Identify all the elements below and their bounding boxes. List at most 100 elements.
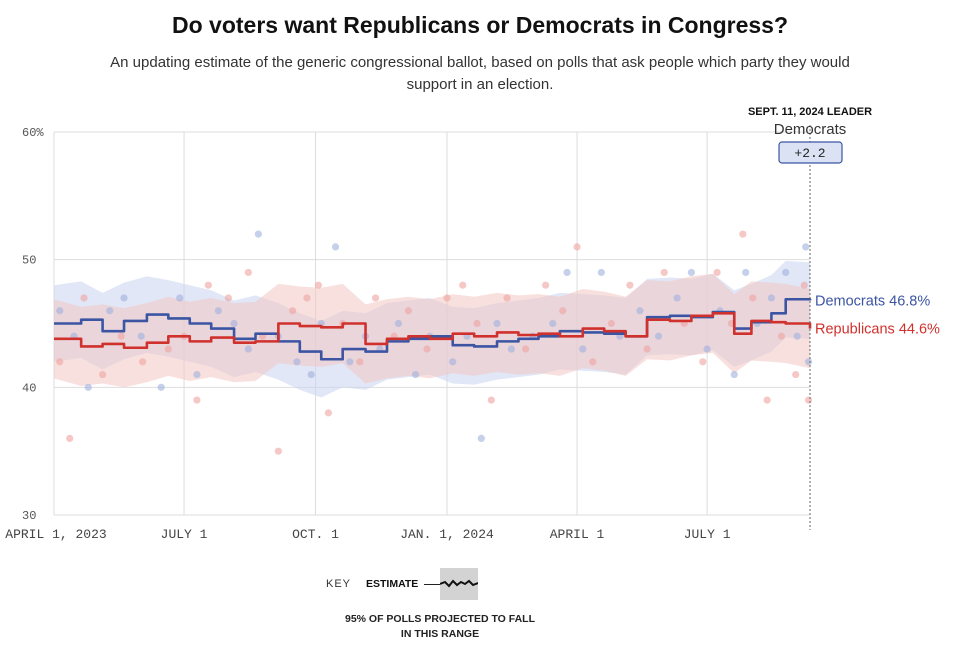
poll-dot-dem bbox=[636, 307, 644, 315]
poll-dot-rep bbox=[607, 319, 615, 328]
poll-dot-rep bbox=[589, 358, 597, 366]
key-label: KEY bbox=[326, 578, 352, 590]
poll-dot-rep bbox=[204, 281, 212, 289]
poll-dot-dem bbox=[230, 319, 238, 328]
key-estimate-label: ESTIMATE bbox=[366, 578, 419, 590]
poll-dot-dem bbox=[687, 268, 695, 277]
poll-dot-dem bbox=[507, 345, 515, 353]
poll-dot-rep bbox=[699, 358, 707, 366]
poll-dot-dem bbox=[244, 345, 252, 353]
poll-dot-rep bbox=[473, 319, 481, 328]
x-tick-label: JULY 1 bbox=[161, 527, 208, 542]
poll-dot-rep bbox=[356, 358, 364, 366]
poll-dot-rep bbox=[800, 281, 808, 289]
poll-dot-rep bbox=[98, 370, 107, 379]
chart-title: Do voters want Republicans or Democrats … bbox=[171, 12, 789, 38]
poll-dot-rep bbox=[503, 294, 511, 302]
x-tick-label: APRIL 1 bbox=[550, 527, 605, 542]
poll-dot-dem bbox=[767, 294, 776, 302]
poll-dot-dem bbox=[293, 358, 301, 366]
legend-key: KEY ESTIMATE 95% OF POLLS PROJECTED TO F… bbox=[300, 566, 600, 646]
poll-dot-dem bbox=[84, 383, 92, 391]
poll-dot-dem bbox=[176, 294, 184, 302]
poll-dot-rep bbox=[522, 345, 530, 353]
key-range-note: 95% OF POLLS PROJECTED TO FALL IN THIS R… bbox=[345, 613, 535, 640]
poll-dot-rep bbox=[289, 307, 297, 315]
key-estimate-line bbox=[424, 584, 440, 585]
poll-dot-rep bbox=[66, 434, 74, 442]
poll-dot-rep bbox=[739, 230, 747, 238]
poll-dot-rep bbox=[80, 294, 88, 302]
axes: 30 40 50 60% APRIL 1, 2023 JULY 1 OCT. 1 JAN. 1… bbox=[5, 125, 811, 542]
poll-dot-dem bbox=[331, 243, 340, 251]
estimate-lines: Democrats 46.8% Republicans 44.6% bbox=[54, 294, 940, 361]
chart-subtitle: An updating estimate of the generic cong… bbox=[110, 54, 850, 93]
poll-dot-dem bbox=[804, 358, 813, 366]
poll-dot-dem bbox=[782, 268, 790, 277]
poll-dot-rep bbox=[487, 396, 495, 404]
poll-dot-dem bbox=[802, 243, 810, 251]
poll-dot-rep bbox=[164, 345, 172, 353]
y-tick-label: 30 bbox=[22, 509, 36, 523]
poll-dot-rep bbox=[423, 345, 431, 353]
poll-dot-rep bbox=[542, 281, 550, 289]
leader-callout: SEPT. 11, 2024 LEADER Democrats +2.2 bbox=[748, 106, 872, 164]
poll-dot-rep bbox=[792, 370, 800, 379]
key-estimate-squiggle bbox=[439, 579, 479, 588]
poll-dot-rep bbox=[763, 396, 771, 404]
poll-dot-rep bbox=[117, 332, 125, 340]
poll-dot-rep bbox=[193, 396, 201, 404]
poll-dot-rep bbox=[777, 332, 786, 340]
x-tick-label: APRIL 1, 2023 bbox=[5, 527, 106, 542]
poll-dot-dem bbox=[346, 358, 354, 366]
poll-dot-dem bbox=[654, 332, 663, 340]
series-end-label: Republicans 44.6% bbox=[815, 322, 940, 338]
poll-dot-dem bbox=[214, 307, 222, 315]
y-tick-label: 50 bbox=[22, 254, 36, 268]
poll-dot-dem bbox=[137, 332, 145, 340]
series-end-label: Democrats 46.8% bbox=[815, 294, 930, 310]
poll-dot-rep bbox=[573, 243, 581, 251]
poll-dot-dem bbox=[579, 345, 587, 353]
leader-margin-badge bbox=[778, 141, 843, 164]
key-range-swatch bbox=[439, 568, 479, 600]
poll-dot-dem bbox=[742, 268, 750, 277]
poll-dot-rep bbox=[303, 294, 311, 302]
poll-dot-dem bbox=[493, 319, 501, 328]
y-tick-label: 60% bbox=[22, 126, 44, 140]
poll-dot-dem bbox=[56, 307, 64, 315]
poll-dot-dem bbox=[730, 370, 738, 379]
poll-dot-dem bbox=[411, 370, 420, 379]
poll-dot-rep bbox=[660, 268, 668, 277]
poll-dot-dem bbox=[307, 370, 315, 379]
x-tick-label: JULY 1 bbox=[684, 527, 731, 542]
poll-dots bbox=[56, 230, 813, 455]
leader-party: Democrats bbox=[774, 121, 847, 138]
leader-date-label: SEPT. 11, 2024 LEADER bbox=[748, 106, 872, 118]
poll-dot-rep bbox=[443, 294, 451, 302]
leader-margin: +2.2 bbox=[794, 146, 825, 161]
poll-dot-dem bbox=[394, 319, 403, 328]
estimate-line-republicans bbox=[54, 311, 812, 350]
poll-dot-rep bbox=[626, 281, 634, 289]
band-republicans bbox=[54, 273, 810, 388]
poll-dot-dem bbox=[549, 319, 557, 328]
poll-dot-dem bbox=[157, 383, 165, 391]
poll-dot-dem bbox=[673, 294, 681, 302]
poll-dot-rep bbox=[459, 281, 467, 289]
poll-dot-rep bbox=[56, 358, 64, 366]
poll-dot-rep bbox=[139, 358, 147, 366]
y-tick-label: 40 bbox=[22, 381, 36, 395]
poll-dot-rep bbox=[314, 281, 322, 289]
poll-dot-rep bbox=[643, 345, 651, 353]
poll-dot-dem bbox=[703, 345, 711, 353]
poll-dot-rep bbox=[244, 268, 252, 277]
poll-dot-dem bbox=[563, 268, 571, 277]
poll-dot-dem bbox=[193, 370, 201, 379]
poll-dot-rep bbox=[713, 268, 721, 277]
poll-dot-rep bbox=[749, 294, 757, 302]
poll-dot-rep bbox=[274, 447, 282, 455]
poll-dot-rep bbox=[559, 307, 567, 315]
poll-dot-rep bbox=[224, 294, 232, 302]
